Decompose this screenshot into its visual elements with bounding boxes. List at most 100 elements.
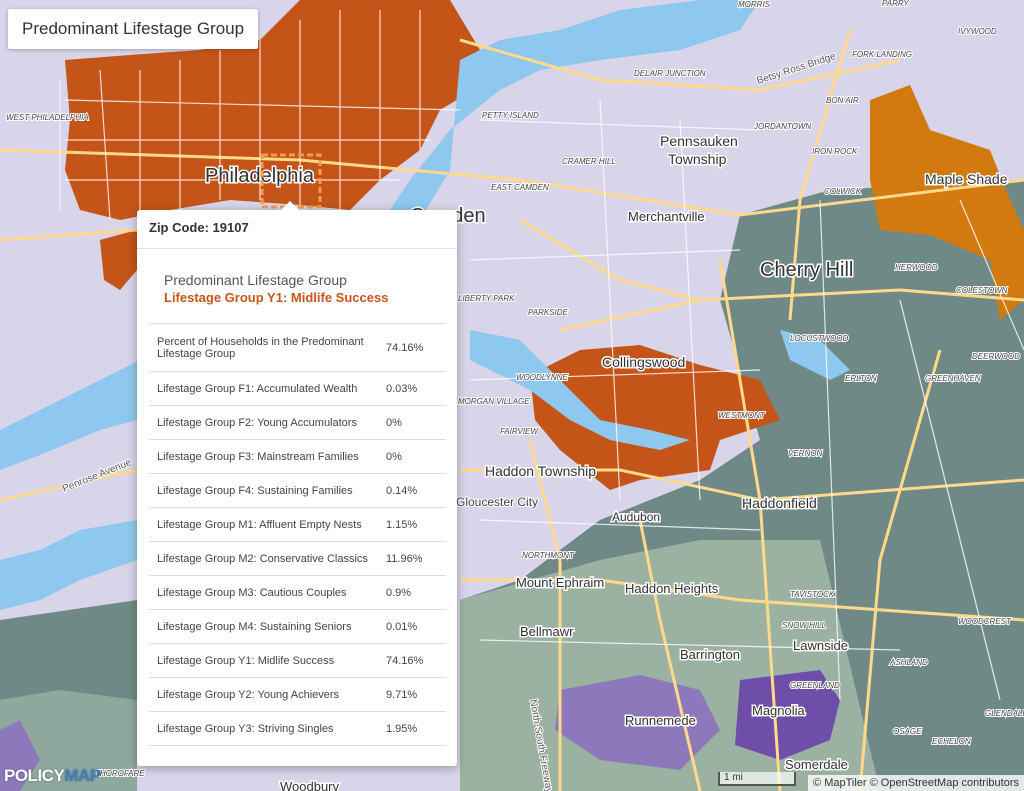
label-somerdale: Somerdale [785, 757, 848, 772]
label-merchantville: Merchantville [628, 209, 705, 224]
label-bellmawr: Bellmawr [520, 624, 574, 639]
popup-divider [137, 248, 457, 249]
label-bon-air: BON AIR [826, 96, 859, 105]
row-label: Lifestage Group F2: Young Accumulators [149, 405, 386, 440]
label-parry: PARRY [882, 0, 909, 8]
label-petty-island: PETTY ISLAND [482, 111, 539, 120]
label-haddon-heights: Haddon Heights [625, 581, 719, 596]
label-parkside: PARKSIDE [528, 308, 569, 317]
label-herwood: HERWOOD [895, 263, 938, 272]
region-philadelphia [65, 0, 490, 220]
label-colestown: COLESTOWN [956, 286, 1008, 295]
info-popup: Zip Code: 19107 Predominant Lifestage Gr… [137, 201, 457, 766]
label-mount-ephraim: Mount Ephraim [516, 575, 604, 590]
row-value: 11.96% [386, 541, 446, 576]
label-glendale: GLENDALE [985, 709, 1024, 718]
label-audubon: Audubon [612, 510, 660, 524]
label-ashland: ASHLAND [889, 658, 928, 667]
label-lawnside: Lawnside [793, 638, 848, 653]
label-vernon: VERNON [788, 449, 822, 458]
logo-part2: MAP [64, 766, 101, 785]
label-east-camden: EAST CAMDEN [491, 183, 549, 192]
row-label: Lifestage Group Y1: Midlife Success [149, 643, 386, 678]
label-maple-shade: Maple Shade [925, 171, 1008, 187]
label-deerwood: DEERWOOD [972, 352, 1020, 361]
label-colwick: COLWICK [824, 187, 862, 196]
label-philadelphia: Philadelphia [205, 165, 315, 187]
region-collingswood [530, 345, 780, 490]
row-value: 0.14% [386, 473, 446, 508]
table-row: Lifestage Group F4: Sustaining Families 0… [149, 473, 446, 508]
table-row: Lifestage Group Y1: Midlife Success 74.16… [149, 643, 446, 678]
row-label: Lifestage Group F3: Mainstream Families [149, 439, 386, 474]
label-township: Township [668, 151, 727, 167]
row-label: Lifestage Group Y2: Young Achievers [149, 677, 386, 712]
label-echelon: ECHELON [932, 737, 971, 746]
region-magnolia [735, 670, 840, 760]
label-woodbury: Woodbury [280, 779, 340, 791]
attribution[interactable]: © MapTiler © OpenStreetMap contributors [808, 775, 1024, 791]
label-fork-landing: FORK LANDING [852, 50, 912, 59]
table-row: Lifestage Group Y3: Striving Singles 1.95… [149, 711, 446, 746]
popup-zip-code: Zip Code: 19107 [149, 220, 249, 235]
roads [0, 29, 1024, 791]
table-row: Percent of Households in the Predominant… [149, 323, 446, 372]
label-cherry-hill: Cherry Hill [760, 259, 853, 281]
row-label: Lifestage Group Y3: Striving Singles [149, 711, 386, 746]
popup-pointer [281, 201, 299, 210]
label-morris: MORRIS [738, 0, 771, 9]
map-title: Predominant Lifestage Group [8, 9, 259, 49]
scale-bar: 1 mi [718, 772, 796, 786]
label-northmont: NORTHMONT [522, 551, 575, 560]
label-locustwood: LOCUSTWOOD [790, 334, 848, 343]
label-erlton: ERLTON [845, 374, 877, 383]
label-snow-hill: SNOW HILL [782, 621, 826, 630]
row-value: 1.15% [386, 507, 446, 542]
label-pennsauken: Pennsauken [660, 133, 738, 149]
label-greenhaven: GREENHAVEN [925, 374, 981, 383]
label-haddonfield: Haddonfield [742, 495, 817, 511]
label-fairview: FAIRVIEW [500, 427, 539, 436]
row-label: Lifestage Group F1: Accumulated Wealth [149, 371, 386, 406]
row-value: 0.03% [386, 371, 446, 406]
label-iron-rock: IRON ROCK [812, 147, 858, 156]
label-woodcrest: WOODCREST [958, 617, 1012, 626]
label-barrington: Barrington [680, 647, 740, 662]
row-label: Lifestage Group F4: Sustaining Families [149, 473, 386, 508]
table-row: Lifestage Group F3: Mainstream Families 0… [149, 439, 446, 474]
label-osage: OSAGE [893, 727, 922, 736]
label-west-philadelphia: WEST PHILADELPHIA [6, 113, 89, 122]
row-label: Lifestage Group M4: Sustaining Seniors [149, 609, 386, 644]
label-thorofare: THOROFARE [95, 769, 145, 778]
row-label: Percent of Households in the Predominant… [149, 323, 386, 372]
label-delair-junction: DELAIR JUNCTION [634, 69, 706, 78]
row-label: Lifestage Group M3: Cautious Couples [149, 575, 386, 610]
row-value: 9.71% [386, 677, 446, 712]
region-maple-shade [870, 85, 1024, 320]
row-value: 0% [386, 405, 446, 440]
label-magnolia: Magnolia [752, 703, 806, 718]
row-value: 0.01% [386, 609, 446, 644]
popup-indicator-value: Lifestage Group Y1: Midlife Success [164, 290, 389, 305]
logo-part1: POLICY [4, 766, 65, 785]
popup-table: Percent of Households in the Predominant… [149, 323, 446, 746]
label-gloucester-city: Gloucester City [456, 495, 538, 509]
label-morgan-village: MORGAN VILLAGE [458, 397, 530, 406]
row-value: 74.16% [386, 323, 446, 372]
popup-indicator-label: Predominant Lifestage Group [164, 272, 347, 288]
label-collingswood: Collingswood [602, 354, 685, 370]
row-value: 0.9% [386, 575, 446, 610]
policymap-logo[interactable]: POLICYMAP [4, 766, 101, 786]
label-westmont: WESTMONT [718, 411, 766, 420]
label-tavistock: TAVISTOCK [790, 590, 835, 599]
label-greenland: GREENLAND [790, 681, 840, 690]
label-haddon-township: Haddon Township [485, 463, 596, 479]
row-label: Lifestage Group M1: Affluent Empty Nests [149, 507, 386, 542]
table-row: Lifestage Group M2: Conservative Classic… [149, 541, 446, 576]
row-value: 74.16% [386, 643, 446, 678]
label-cramer-hill: CRAMER HILL [562, 157, 616, 166]
label-ivywood: IVYWOOD [958, 27, 997, 36]
table-row: Lifestage Group M3: Cautious Couples 0.9% [149, 575, 446, 610]
label-jordantown: JORDANTOWN [753, 122, 811, 131]
